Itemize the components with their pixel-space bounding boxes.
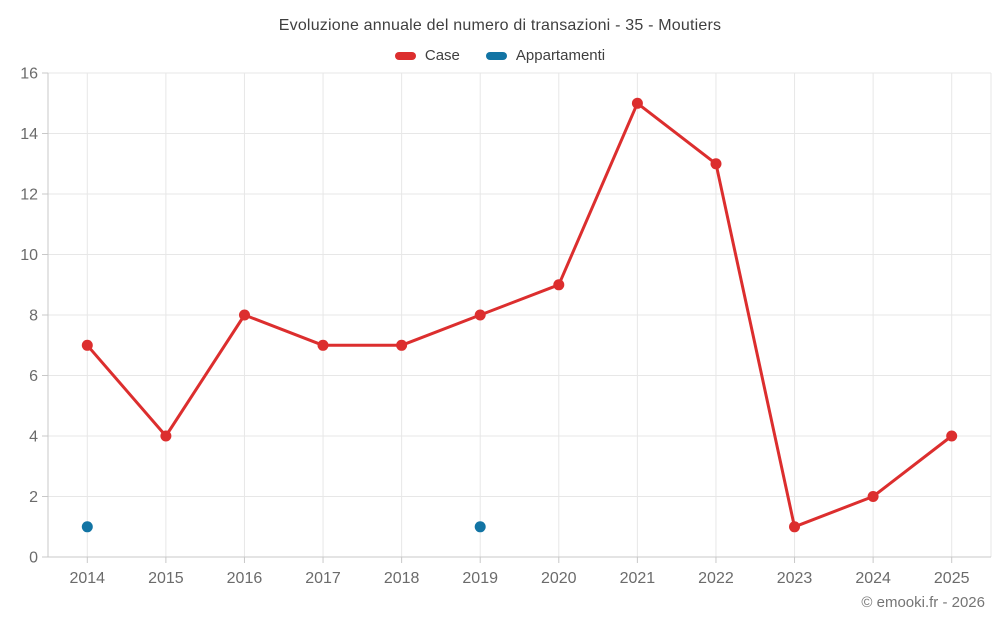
y-axis-label: 6 [29,368,38,385]
x-axis-label: 2017 [305,570,341,587]
data-point-appartamenti [81,521,93,533]
data-point-case [396,339,408,351]
x-axis-label: 2021 [620,570,656,587]
legend-label-case: Case [424,47,460,64]
appartamenti-swatch-icon [485,51,507,60]
x-axis-label: 2019 [462,570,498,587]
chart-legend: Case Appartamenti [0,47,1000,64]
y-axis-label: 2 [29,489,38,506]
y-axis-label: 8 [29,308,38,325]
y-axis-label: 14 [20,126,38,143]
y-axis-label: 0 [29,550,38,567]
y-axis-label: 12 [20,187,38,204]
legend-item-appartamenti[interactable]: Appartamenti [485,47,606,64]
x-axis-label: 2022 [698,570,734,587]
data-point-case [867,491,879,502]
case-swatch-icon [394,51,416,60]
x-axis-label: 2020 [541,570,577,587]
data-point-case [474,309,486,321]
x-axis-label: 2018 [384,570,420,587]
chart-title: Evoluzione annuale del numero di transaz… [278,17,722,34]
y-axis-label: 4 [29,429,38,446]
data-point-case [631,97,643,109]
x-axis-label: 2015 [148,570,184,587]
x-axis-label: 2016 [227,570,263,587]
data-point-appartamenti [474,521,486,533]
x-axis-label: 2024 [855,570,891,587]
x-axis-label: 2025 [934,570,970,587]
y-axis-label: 16 [20,66,38,83]
data-point-case [160,430,172,442]
legend-label-appartamenti: Appartamenti [515,47,606,64]
data-point-case [946,430,958,442]
x-axis-label: 2014 [69,570,105,587]
x-axis-label: 2023 [777,570,813,587]
data-point-case [789,521,800,533]
data-point-case [710,158,722,170]
legend-item-case[interactable]: Case [394,47,460,64]
data-point-case [239,309,250,321]
y-axis-label: 10 [20,247,38,264]
footer-credit: © emooki.fr - 2026 [861,594,985,611]
data-point-case [317,339,329,351]
data-point-case [553,279,565,291]
data-point-case [81,339,93,351]
series-line-case [85,101,954,529]
